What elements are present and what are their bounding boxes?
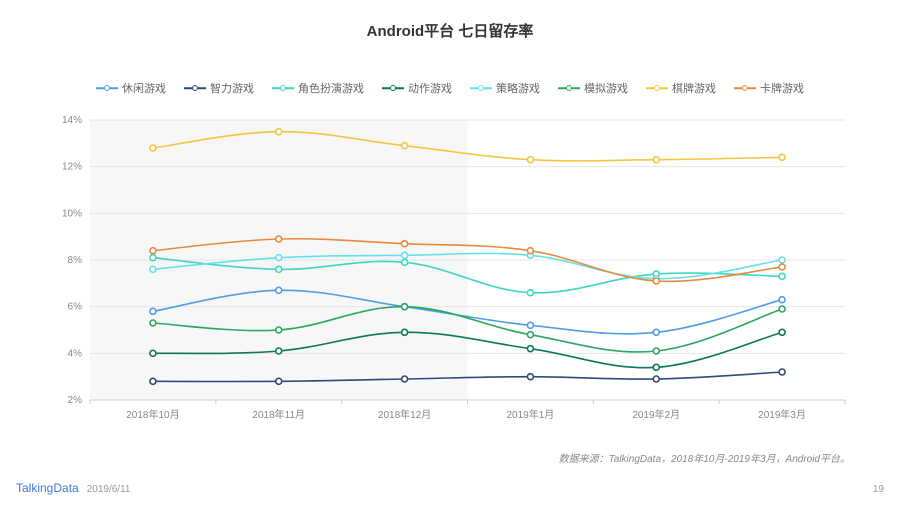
data-source-note: 数据来源：TalkingData，2018年10月-2019年3月，Androi… — [559, 450, 850, 465]
y-tick-label: 10% — [62, 208, 82, 219]
series-marker — [402, 376, 408, 382]
chart-area: 2% 4% 6% 8% 10% 12% 14% 2018年10月 2018年11月 2018年12… — [50, 110, 850, 430]
legend-marker-icon — [646, 83, 668, 93]
series-marker — [527, 248, 533, 254]
page-number: 19 — [873, 484, 884, 495]
legend-item: 模拟游戏 — [558, 80, 628, 96]
legend-label: 卡牌游戏 — [760, 80, 804, 96]
legend-label: 休闲游戏 — [122, 80, 166, 96]
series-marker — [276, 129, 282, 135]
series-marker — [527, 346, 533, 352]
legend-item: 智力游戏 — [184, 80, 254, 96]
legend-label: 动作游戏 — [408, 80, 452, 96]
series-marker — [653, 376, 659, 382]
legend-label: 棋牌游戏 — [672, 80, 716, 96]
legend-marker-icon — [558, 83, 580, 93]
footer-left: TalkingData 2019/6/11 — [16, 481, 130, 495]
legend-marker-icon — [470, 83, 492, 93]
y-tick-label: 14% — [62, 115, 82, 126]
brand-logo-text: TalkingData — [16, 481, 79, 495]
legend-item: 动作游戏 — [382, 80, 452, 96]
series-marker — [653, 329, 659, 335]
legend-marker-icon — [734, 83, 756, 93]
series-marker — [779, 369, 785, 375]
series-marker — [527, 332, 533, 338]
series-marker — [150, 266, 156, 272]
series-marker — [653, 348, 659, 354]
legend-item: 角色扮演游戏 — [272, 80, 364, 96]
series-marker — [276, 327, 282, 333]
series-marker — [150, 255, 156, 261]
series-marker — [653, 157, 659, 163]
legend-label: 智力游戏 — [210, 80, 254, 96]
x-tick-label: 2018年10月 — [126, 408, 179, 421]
x-tick-label: 2018年11月 — [252, 408, 305, 421]
series-marker — [779, 264, 785, 270]
y-tick-label: 6% — [68, 302, 83, 313]
series-marker — [150, 320, 156, 326]
legend-marker-icon — [184, 83, 206, 93]
series-marker — [402, 143, 408, 149]
series-marker — [150, 308, 156, 314]
series-marker — [527, 322, 533, 328]
x-tick-label: 2019年1月 — [507, 408, 555, 421]
y-tick-label: 12% — [62, 162, 82, 173]
legend-marker-icon — [272, 83, 294, 93]
series-marker — [402, 304, 408, 310]
series-marker — [779, 273, 785, 279]
legend-item: 卡牌游戏 — [734, 80, 804, 96]
series-marker — [150, 248, 156, 254]
legend-label: 模拟游戏 — [584, 80, 628, 96]
legend-label: 策略游戏 — [496, 80, 540, 96]
line-chart-svg: 2% 4% 6% 8% 10% 12% 14% 2018年10月 2018年11月 2018年12… — [50, 110, 850, 430]
chart-title: Android平台 七日留存率 — [0, 20, 900, 41]
x-tick-label: 2019年3月 — [758, 408, 806, 421]
legend-item: 策略游戏 — [470, 80, 540, 96]
legend-marker-icon — [382, 83, 404, 93]
y-tick-label: 4% — [68, 348, 83, 359]
legend-item: 棋牌游戏 — [646, 80, 716, 96]
series-marker — [402, 252, 408, 258]
series-marker — [276, 378, 282, 384]
series-marker — [779, 329, 785, 335]
series-marker — [150, 145, 156, 151]
series-marker — [276, 266, 282, 272]
y-tick-label: 2% — [68, 395, 83, 406]
series-marker — [276, 236, 282, 242]
series-marker — [779, 306, 785, 312]
series-marker — [653, 278, 659, 284]
series-marker — [653, 364, 659, 370]
series-marker — [402, 329, 408, 335]
series-marker — [527, 374, 533, 380]
series-marker — [276, 287, 282, 293]
x-tick-label: 2019年2月 — [632, 408, 680, 421]
series-marker — [527, 290, 533, 296]
series-marker — [779, 154, 785, 160]
series-marker — [779, 257, 785, 263]
series-marker — [402, 259, 408, 265]
legend-item: 休闲游戏 — [96, 80, 166, 96]
series-marker — [276, 255, 282, 261]
series-marker — [276, 348, 282, 354]
legend-label: 角色扮演游戏 — [298, 80, 364, 96]
legend-marker-icon — [96, 83, 118, 93]
footer-date: 2019/6/11 — [87, 484, 131, 495]
series-marker — [150, 350, 156, 356]
series-marker — [779, 297, 785, 303]
series-marker — [527, 157, 533, 163]
x-tick-label: 2018年12月 — [378, 408, 431, 421]
slide: Android平台 七日留存率 休闲游戏 智力游戏 角色扮演游戏 动作游戏 策略游戏 模拟… — [0, 0, 900, 505]
legend: 休闲游戏 智力游戏 角色扮演游戏 动作游戏 策略游戏 模拟游戏 棋牌游戏 卡牌游戏 — [0, 80, 900, 96]
series-marker — [402, 241, 408, 247]
series-marker — [150, 378, 156, 384]
y-tick-label: 8% — [68, 255, 83, 266]
